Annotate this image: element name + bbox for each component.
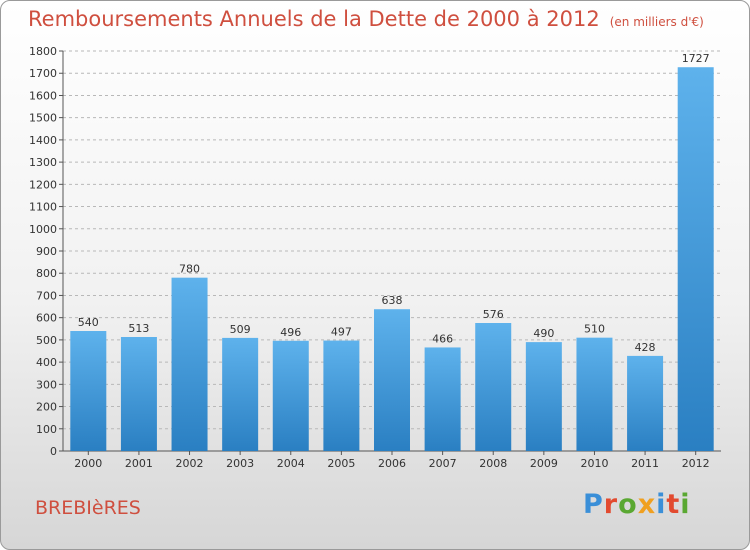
x-tick-label-2006: 2006: [378, 457, 406, 470]
x-tick-label-2005: 2005: [327, 457, 355, 470]
data-label-2005: 497: [331, 326, 352, 339]
y-tick-label: 1800: [29, 45, 57, 58]
x-tick-label-2002: 2002: [176, 457, 204, 470]
chart-title: Remboursements Annuels de la Dette de 20…: [28, 7, 704, 31]
y-tick-label: 1300: [29, 156, 57, 169]
y-tick-label: 700: [36, 289, 57, 302]
bar-2009: [525, 342, 562, 451]
y-tick-label: 900: [36, 245, 57, 258]
bar-2000: [70, 331, 107, 451]
bar-2010: [576, 337, 613, 451]
y-tick-label: 1100: [29, 201, 57, 214]
data-label-2003: 509: [230, 323, 251, 336]
x-tick-label-2007: 2007: [429, 457, 457, 470]
y-tick-label: 200: [36, 401, 57, 414]
y-tick-label: 400: [36, 356, 57, 369]
logo-letter: P: [583, 489, 604, 520]
data-label-2004: 496: [280, 326, 301, 339]
data-label-2012: 1727: [682, 52, 710, 65]
bar-2008: [475, 323, 512, 451]
bar-2007: [424, 347, 461, 451]
bar-2003: [222, 337, 259, 451]
y-tick-label: 1000: [29, 223, 57, 236]
logo-letter: t: [666, 489, 681, 520]
data-label-2006: 638: [382, 294, 403, 307]
bar-2011: [627, 355, 664, 451]
bar-2006: [374, 309, 410, 451]
y-tick-label: 1700: [29, 67, 57, 80]
data-label-2007: 466: [432, 332, 453, 345]
y-tick-label: 1200: [29, 178, 57, 191]
y-tick-label: 300: [36, 378, 57, 391]
y-tick-label: 500: [36, 334, 57, 347]
logo-letter: i: [680, 489, 691, 520]
y-tick-label: 1600: [29, 89, 57, 102]
bar-2002: [171, 277, 208, 451]
y-tick-label: 1500: [29, 112, 57, 125]
x-tick-label-2012: 2012: [682, 457, 710, 470]
logo-letter: o: [618, 489, 638, 520]
x-tick-label-2011: 2011: [631, 457, 659, 470]
x-tick-label-2001: 2001: [125, 457, 153, 470]
data-label-2009: 490: [533, 327, 554, 340]
data-label-2002: 780: [179, 263, 200, 276]
logo-letter: r: [603, 489, 619, 520]
y-tick-label: 800: [36, 267, 57, 280]
y-tick-label: 600: [36, 312, 57, 325]
bar-2005: [323, 340, 360, 451]
y-tick-label: 1400: [29, 134, 57, 147]
logo-letter: i: [656, 489, 667, 520]
logo-letter: x: [637, 489, 657, 520]
y-tick-label: 100: [36, 423, 57, 436]
bar-2001: [120, 337, 157, 451]
x-tick-label-2000: 2000: [74, 457, 102, 470]
chart-title-unit: (en milliers d'€): [609, 15, 704, 29]
commune-name: BREBIèRES: [35, 497, 141, 519]
data-label-2010: 510: [584, 323, 605, 336]
data-label-2011: 428: [635, 341, 656, 354]
x-tick-label-2004: 2004: [277, 457, 305, 470]
bar-2012: [677, 67, 714, 451]
x-tick-label-2008: 2008: [479, 457, 507, 470]
bar-2004: [272, 340, 309, 451]
x-tick-label-2003: 2003: [226, 457, 254, 470]
x-tick-label-2009: 2009: [530, 457, 558, 470]
data-label-2001: 513: [128, 322, 149, 335]
data-label-2000: 540: [78, 316, 99, 329]
x-tick-label-2010: 2010: [580, 457, 608, 470]
y-tick-label: 0: [50, 445, 57, 458]
chart-title-text: Remboursements Annuels de la Dette de 20…: [28, 7, 600, 31]
data-label-2008: 576: [483, 308, 504, 321]
proxiti-logo: Proxiti: [583, 489, 691, 520]
